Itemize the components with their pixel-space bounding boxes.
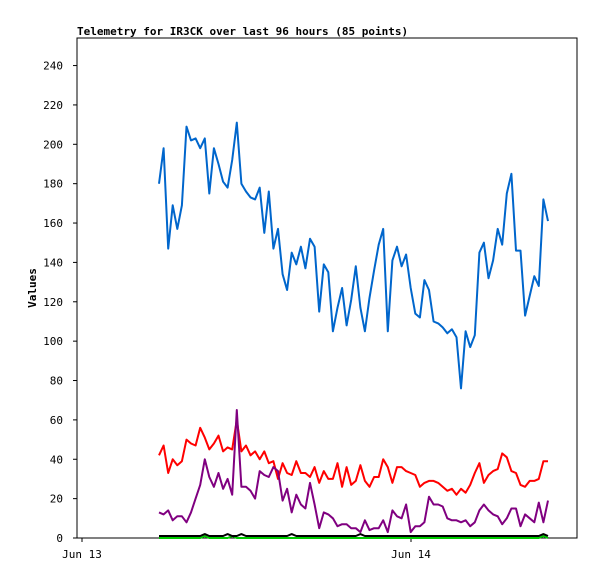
series-line-1 [158, 418, 548, 496]
y-tick-label: 220 [43, 99, 63, 112]
y-axis: 0 20 40 60 80 100 120 140 160 180 200 220 240 [43, 60, 77, 545]
y-tick-label: 80 [50, 375, 63, 388]
x-axis: Jun 13 Jun 14 [62, 538, 431, 561]
y-tick-label: 40 [50, 453, 63, 466]
series-line-0 [158, 121, 549, 390]
y-tick-label: 140 [43, 256, 63, 269]
y-tick-label: 0 [56, 532, 63, 545]
y-axis-label: Values [26, 268, 39, 308]
y-tick-label: 100 [43, 335, 63, 348]
plot-frame [76, 37, 578, 539]
y-tick-label: 240 [43, 60, 63, 73]
y-tick-label: 160 [43, 217, 63, 230]
series-line-3 [159, 535, 549, 539]
series-line-2 [158, 409, 549, 534]
y-tick-label: 60 [50, 414, 63, 427]
y-tick-label: 20 [50, 493, 63, 506]
y-tick-label: 200 [43, 138, 63, 151]
y-tick-label: 180 [43, 178, 63, 191]
series-group [158, 121, 549, 539]
x-tick-label: Jun 13 [62, 548, 102, 561]
chart-title: Telemetry for IR3CK over last 96 hours (… [77, 25, 408, 38]
series-line-4 [159, 533, 549, 537]
x-tick-label: Jun 14 [391, 548, 431, 561]
y-tick-label: 120 [43, 296, 63, 309]
